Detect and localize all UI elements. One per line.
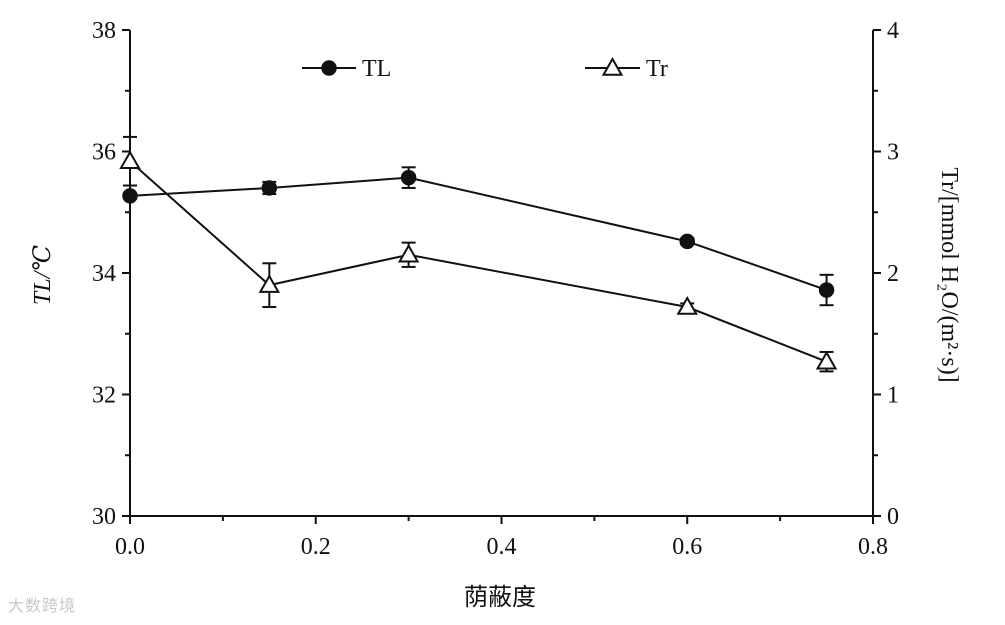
- y-left-axis-title: TL/℃: [30, 245, 56, 305]
- y-left-tick-label: 32: [92, 383, 116, 409]
- x-tick-label: 0.8: [858, 534, 888, 560]
- y-right-tick-label: 2: [887, 261, 899, 287]
- series-line-tl: [129, 176, 827, 291]
- y-left-tick-label: 30: [92, 504, 116, 530]
- series-tr: [119, 135, 838, 373]
- x-tick-label: 0.2: [301, 534, 331, 560]
- x-tick-label: 0.0: [115, 534, 145, 560]
- series-layer: [119, 135, 838, 373]
- x-tick-label: 0.6: [672, 534, 702, 560]
- data-point-tr: [815, 350, 838, 370]
- series-tl: [122, 166, 835, 307]
- legend-item-tl: TL: [302, 56, 391, 82]
- y-right-tick-label: 0: [887, 504, 899, 530]
- data-point-tr: [119, 150, 141, 169]
- data-point-tl: [679, 233, 695, 250]
- y-left-tick-label: 36: [92, 140, 116, 166]
- y-right-axis-title: Tr/[mmol H₂O/(m²·s)]: [936, 167, 962, 382]
- legend-label: TL: [362, 56, 391, 82]
- y-right-tick-label: 4: [887, 18, 899, 44]
- legend: TL Tr: [302, 56, 668, 82]
- legend-label: Tr: [646, 56, 668, 82]
- legend-marker: [601, 56, 624, 76]
- data-point-tl: [818, 282, 835, 298]
- data-point-tr: [258, 274, 281, 293]
- x-tick-label: 0.4: [487, 534, 517, 560]
- data-point-tl: [400, 169, 417, 186]
- data-point-tl: [261, 180, 278, 196]
- legend-marker: [321, 60, 337, 76]
- legend-item-tr: Tr: [585, 56, 668, 82]
- y-left-tick-label: 34: [92, 261, 116, 287]
- y-right-tick-label: 3: [887, 140, 899, 166]
- series-line-tr: [129, 160, 827, 363]
- data-point-tr: [676, 296, 698, 315]
- watermark: 大数跨境: [8, 596, 77, 615]
- x-axis-title: 荫蔽度: [464, 584, 536, 611]
- data-point-tl: [122, 188, 138, 204]
- data-point-tr: [397, 243, 420, 263]
- y-right-tick-label: 1: [887, 383, 899, 409]
- y-left-tick-label: 38: [92, 18, 116, 44]
